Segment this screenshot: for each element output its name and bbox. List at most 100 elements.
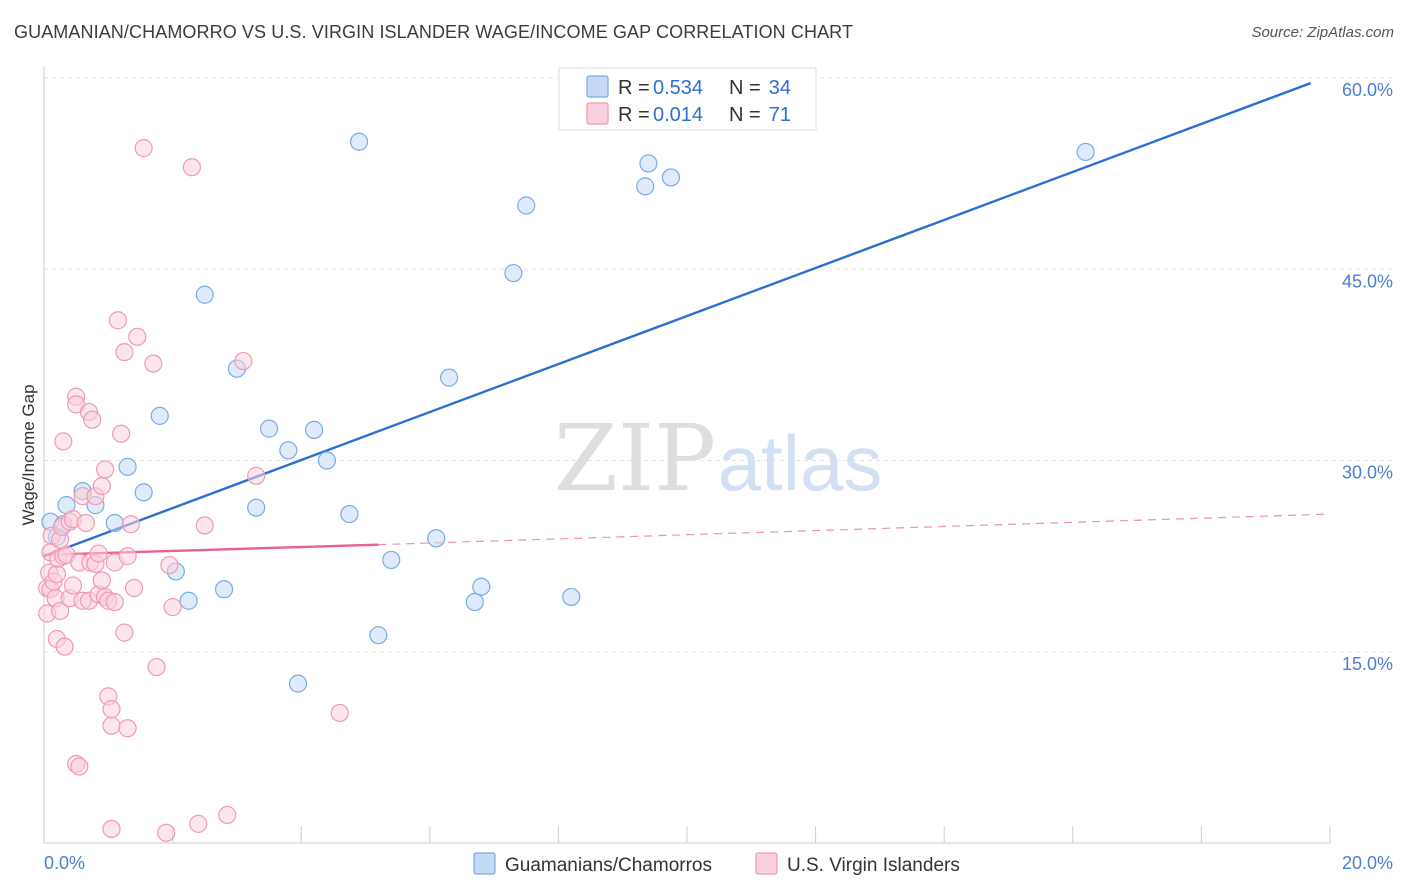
stats-n-label: N =	[729, 77, 761, 99]
virgin-islander-point	[50, 601, 70, 621]
virgin-islander-point	[218, 805, 237, 825]
guamanian-point	[439, 368, 459, 387]
guamanian-point	[259, 419, 279, 438]
virgin-islander-point	[128, 327, 147, 346]
guamanian-point	[472, 577, 491, 596]
y-axis-label: Wage/Income Gap	[19, 384, 38, 525]
guamanian-point	[636, 177, 655, 196]
virgin-islander-point	[54, 432, 73, 451]
virgin-islander-point	[163, 598, 182, 617]
virgin-islander-point	[102, 700, 121, 719]
virgin-islander-point	[76, 513, 95, 533]
stats-r-value: 0.534	[653, 77, 703, 99]
axes	[43, 66, 1331, 844]
virgin-islander-point	[105, 592, 124, 612]
series-legend: Guamanians/Chamorros U.S. Virgin Islander…	[473, 852, 960, 876]
guamanian-point	[118, 457, 137, 476]
guamanian-point	[427, 529, 446, 548]
y-tick-label: 15.0%	[1342, 654, 1393, 674]
series-legend-swatch	[755, 852, 778, 875]
guamanian-point	[317, 451, 337, 470]
stats-legend: R = 0.534 N = 34 R = 0.014 N = 71	[558, 67, 817, 131]
virgin-islander-point	[95, 460, 115, 479]
stats-legend-swatch	[586, 102, 609, 125]
stats-r-value: 0.014	[653, 104, 703, 126]
virgin-islander-point	[55, 637, 74, 656]
virgin-islander-point	[134, 139, 153, 158]
virgin-islander-point	[92, 476, 111, 496]
guamanian-point	[195, 285, 214, 304]
guamanian-point	[504, 263, 523, 283]
stats-n-value: 34	[769, 77, 791, 99]
series-legend-label: U.S. Virgin Islanders	[787, 855, 960, 876]
virgin-islander-point	[118, 547, 137, 566]
stats-n-value: 71	[769, 104, 791, 126]
series-legend-label: Guamanians/Chamorros	[505, 855, 712, 876]
virgin-islander-point	[160, 555, 179, 575]
y-tick-label: 60.0%	[1342, 80, 1393, 100]
virgin-islander-point	[115, 343, 134, 362]
guamanian-point	[369, 626, 388, 645]
guamanian-point	[340, 504, 359, 524]
virgin-islander-point	[102, 716, 121, 735]
series-legend-swatch	[473, 852, 496, 875]
virgin-islander-point	[118, 719, 137, 738]
virgin-islander-point	[89, 544, 108, 563]
svg-text:ZIP: ZIP	[554, 405, 716, 512]
virgin-islander-point	[83, 410, 102, 429]
virgin-islander-point	[70, 757, 89, 776]
guamanian-point	[1076, 142, 1095, 162]
tick-labels: 15.0% 30.0% 45.0% 60.0% 0.0% 20.0%	[44, 80, 1393, 873]
guamanian-point	[639, 154, 658, 173]
virgin-islander-point	[247, 466, 266, 485]
virgin-islander-point	[157, 823, 176, 842]
y-tick-label: 45.0%	[1342, 271, 1393, 291]
guamanian-point	[247, 498, 266, 517]
guamanian-point	[304, 420, 324, 439]
virgin-islander-point	[234, 351, 253, 371]
guamanian-point	[349, 132, 369, 151]
guamanian-point	[279, 441, 298, 460]
virgin-islander-point	[47, 564, 66, 584]
stats-r-label: R =	[618, 77, 650, 99]
chart-title: GUAMANIAN/CHAMORRO VS U.S. VIRGIN ISLAND…	[14, 22, 854, 42]
virgin-islander-trend-extension	[378, 513, 1331, 546]
virgin-islander-point	[189, 814, 208, 833]
virgin-islander-point	[121, 515, 140, 534]
x-tick-label: 20.0%	[1342, 853, 1393, 873]
virgin-islander-point	[330, 703, 349, 723]
guamanian-point	[179, 591, 198, 610]
guamanian-point	[661, 168, 681, 187]
virgin-islander-point	[63, 576, 83, 595]
virgin-islander-point	[144, 354, 163, 373]
stats-n-label: N =	[729, 104, 761, 126]
data-points	[38, 132, 1095, 842]
guamanian-point	[465, 592, 484, 612]
virgin-islander-point	[182, 158, 201, 177]
stats-r-label: R =	[618, 104, 650, 126]
guamanian-point	[562, 587, 581, 607]
virgin-islander-point	[112, 424, 131, 443]
stats-legend-swatch	[586, 75, 609, 98]
guamanian-point	[105, 513, 124, 533]
virgin-islander-point	[115, 623, 134, 642]
guamanian-point	[288, 674, 308, 693]
guamanian-point	[382, 550, 401, 570]
grid	[44, 77, 1392, 653]
virgin-islander-point	[147, 657, 166, 677]
source-credit: Source: ZipAtlas.com	[1251, 24, 1394, 41]
virgin-islander-point	[92, 571, 111, 590]
guamanian-point	[214, 580, 234, 599]
virgin-islander-point	[195, 516, 214, 535]
guamanian-point	[150, 406, 169, 425]
virgin-islander-point	[124, 578, 144, 598]
guamanian-point	[517, 196, 536, 215]
y-tick-label: 30.0%	[1342, 463, 1393, 483]
x-tick-label: 0.0%	[44, 853, 85, 873]
svg-text:atlas: atlas	[718, 419, 883, 507]
guamanian-point	[134, 483, 153, 502]
virgin-islander-point	[108, 311, 128, 330]
virgin-islander-point	[102, 819, 121, 839]
watermark: ZIP atlas	[554, 405, 882, 512]
